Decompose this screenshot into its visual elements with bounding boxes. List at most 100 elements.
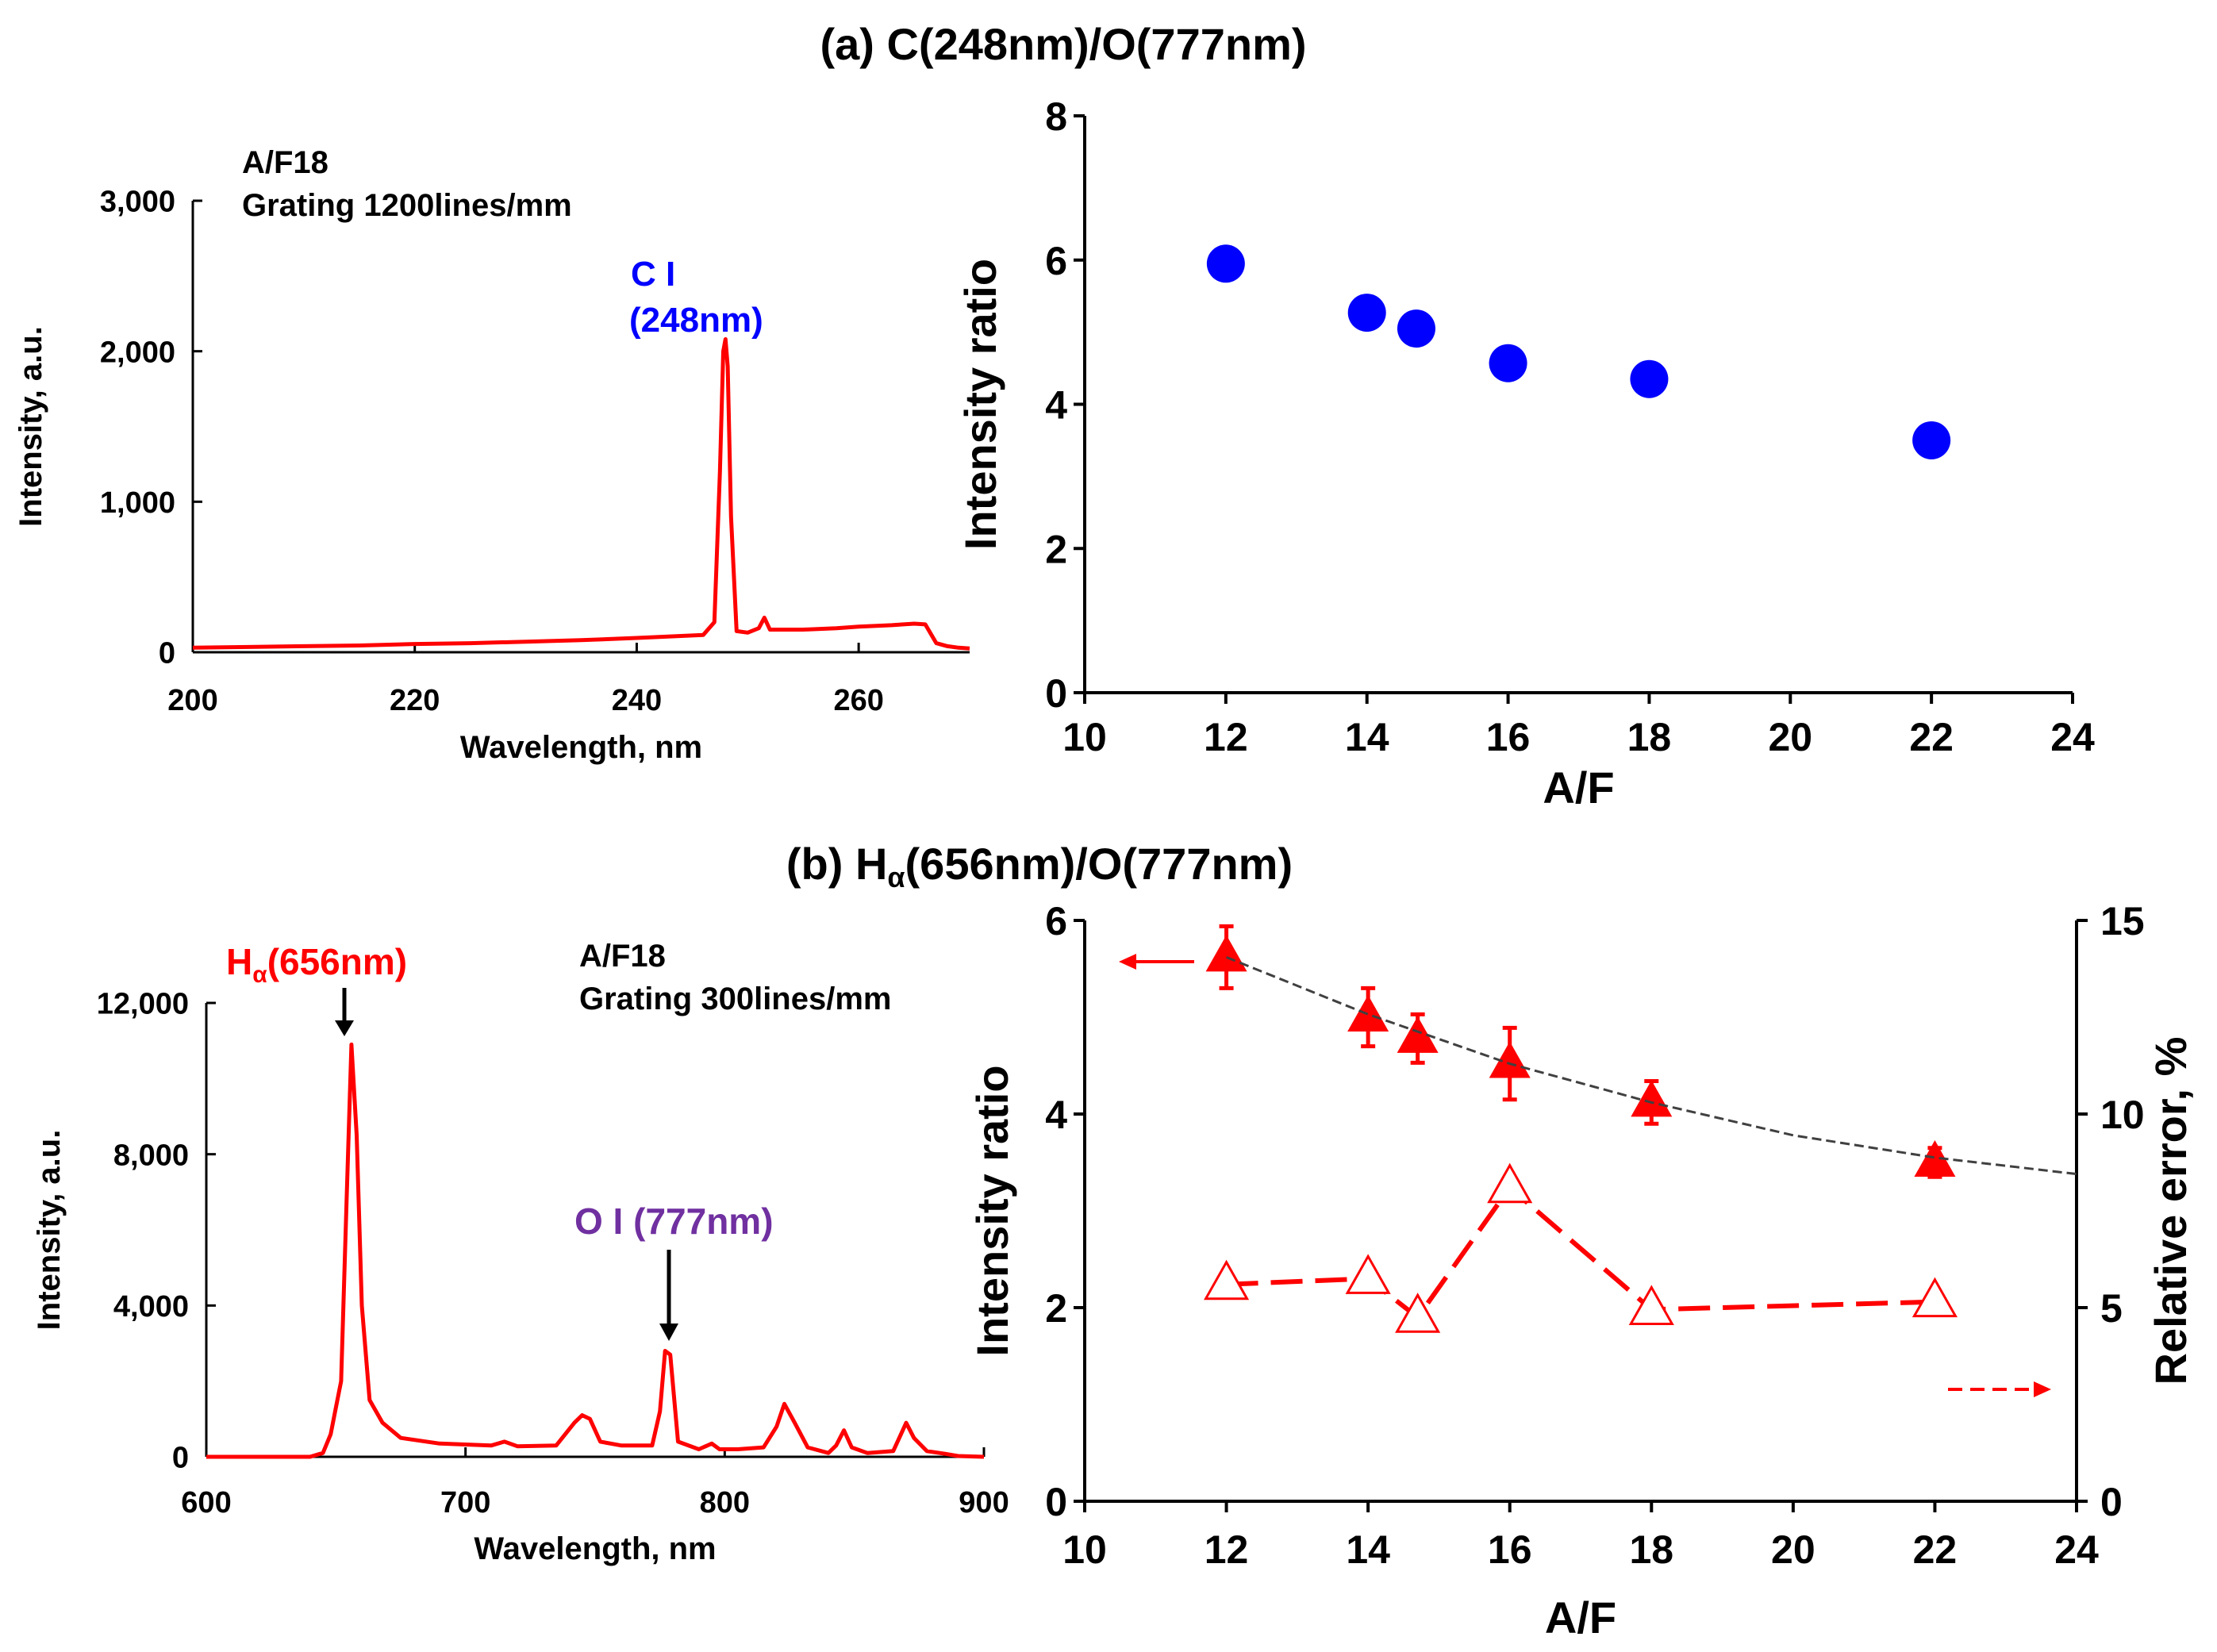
x-tick-label: 16: [1486, 715, 1531, 759]
y-tick-label: 4: [1045, 1093, 1067, 1137]
x-tick-label: 10: [1062, 715, 1107, 759]
x-tick-label: 16: [1488, 1527, 1532, 1572]
spectrum-chart-b: 600 700 800 900 0 4,000 8,000 12,000 Wavelength,…: [32, 988, 1009, 1566]
ratio-point: [1347, 294, 1386, 332]
y2-tick-label: 10: [2100, 1093, 2145, 1137]
spec-a-info-line2: Grating 1200lines/mm: [242, 188, 572, 223]
spec-a-peak-label2: (248nm): [629, 301, 763, 340]
y2-axis-title: Relative error, %: [2146, 1037, 2196, 1385]
x-axis-title: Wavelength, nm: [460, 730, 702, 765]
x-tick-label: 12: [1204, 715, 1248, 759]
y-tick-label: 4,000: [113, 1290, 189, 1324]
x-tick-label: 12: [1205, 1527, 1249, 1572]
spec-b-info-line2: Grating 300lines/mm: [579, 982, 891, 1016]
panel-b-title-sub: α: [887, 861, 905, 893]
panel-b-title: (b) Hα(656nm)/O(777nm): [786, 839, 1293, 893]
x-tick-label: 240: [612, 684, 662, 717]
x-tick-label: 700: [440, 1486, 490, 1519]
error-point: [1345, 1254, 1391, 1294]
ratio-point: [1397, 1016, 1439, 1053]
spec-b-h-alpha-arrowhead: [335, 1020, 354, 1036]
error-point: [1912, 1277, 1958, 1318]
x-tick-label: 10: [1062, 1527, 1107, 1572]
x-tick-label: 18: [1627, 715, 1672, 759]
x-axis-title: Wavelength, nm: [474, 1531, 716, 1566]
y2-tick-label: 5: [2100, 1286, 2123, 1331]
x-tick-label: 22: [1913, 1527, 1958, 1572]
y-tick-label: 8: [1045, 94, 1067, 139]
relative-error-line: [1226, 1184, 1935, 1321]
fit-curve: [1226, 956, 2077, 1176]
error-point: [1487, 1162, 1533, 1204]
x-tick-label: 260: [833, 684, 883, 717]
x-tick-label: 22: [1909, 715, 1954, 759]
spectrum-line: [192, 337, 970, 651]
spectrum-chart-a: 200 220 240 260 0 1,000 2,000 3,000 Wavelength, …: [13, 186, 970, 765]
x-tick-label: 200: [167, 684, 217, 717]
x-tick-label: 24: [2054, 1527, 2099, 1572]
y-tick-label: 6: [1045, 239, 1067, 283]
y-tick-label: 0: [1045, 671, 1067, 716]
y-tick-label: 0: [1045, 1480, 1067, 1524]
y-tick-label: 0: [159, 637, 175, 670]
x-axis-title: A/F: [1543, 763, 1614, 813]
x-tick-label: 14: [1346, 1527, 1390, 1572]
error-point: [1395, 1293, 1441, 1333]
x-axis-title: A/F: [1545, 1592, 1616, 1642]
error-point: [1628, 1285, 1674, 1325]
y-axis-title: Intensity, a.u.: [32, 1130, 67, 1331]
x-tick-label: 24: [2050, 715, 2095, 759]
ratio-point: [1489, 1041, 1531, 1078]
error-point: [1204, 1259, 1250, 1300]
y-tick-label: 0: [172, 1442, 189, 1475]
ratio-point: [1631, 1080, 1673, 1117]
spec-b-h-label-main: H: [226, 941, 252, 982]
ratio-point: [1397, 309, 1435, 348]
x-tick-label: 14: [1345, 715, 1389, 759]
spec-b-info-line1: A/F18: [579, 939, 666, 974]
x-tick-label: 18: [1629, 1527, 1673, 1572]
y2-tick-label: 0: [2100, 1480, 2123, 1524]
y2-tick-label: 15: [2100, 899, 2145, 943]
x-tick-label: 600: [181, 1486, 231, 1519]
spec-a-peak-label1: C I: [631, 255, 675, 294]
ratio-point: [1630, 359, 1669, 398]
y-axis-title: Intensity ratio: [967, 1065, 1017, 1356]
ratio-point: [1206, 244, 1245, 283]
y-tick-label: 6: [1045, 899, 1067, 943]
ratio-point: [1489, 344, 1527, 382]
y-tick-label: 12,000: [97, 988, 189, 1021]
panel-a-title: (a) C(248nm)/O(777nm): [820, 19, 1306, 69]
x-tick-label: 20: [1768, 715, 1812, 759]
panel-b-title-main: (b) H: [786, 839, 888, 889]
y-tick-label: 1,000: [100, 486, 175, 520]
left-axis-indicator-arrowhead: [1119, 954, 1136, 970]
y-axis-title: Intensity, a.u.: [13, 326, 48, 527]
spec-b-o-label: O I (777nm): [574, 1201, 774, 1242]
spec-b-h-label-sub: α: [252, 962, 267, 988]
x-tick-label: 900: [959, 1486, 1009, 1519]
x-tick-label: 20: [1771, 1527, 1815, 1572]
spectrum-line: [206, 1042, 985, 1459]
spec-b-h-label-rest: (656nm): [267, 941, 407, 982]
y-tick-label: 2,000: [100, 336, 175, 369]
ratio-point: [1914, 1140, 1956, 1177]
x-tick-label: 800: [700, 1486, 750, 1519]
ratio-point: [1912, 421, 1951, 459]
spec-b-o-arrowhead: [659, 1324, 678, 1341]
y-axis-title: Intensity ratio: [955, 259, 1005, 550]
y-tick-label: 4: [1045, 383, 1067, 428]
y-tick-label: 8,000: [113, 1139, 189, 1172]
y-tick-label: 2: [1045, 527, 1067, 571]
spec-a-info-line1: A/F18: [242, 145, 329, 180]
ratio-point: [1205, 935, 1247, 972]
spec-b-h-alpha-label: Hα(656nm): [226, 941, 407, 988]
x-tick-label: 220: [390, 684, 440, 717]
right-axis-indicator-arrowhead: [2034, 1381, 2051, 1397]
panel-b-title-rest: (656nm)/O(777nm): [905, 839, 1293, 889]
y-tick-label: 2: [1045, 1286, 1067, 1331]
y-tick-label: 3,000: [100, 186, 175, 219]
